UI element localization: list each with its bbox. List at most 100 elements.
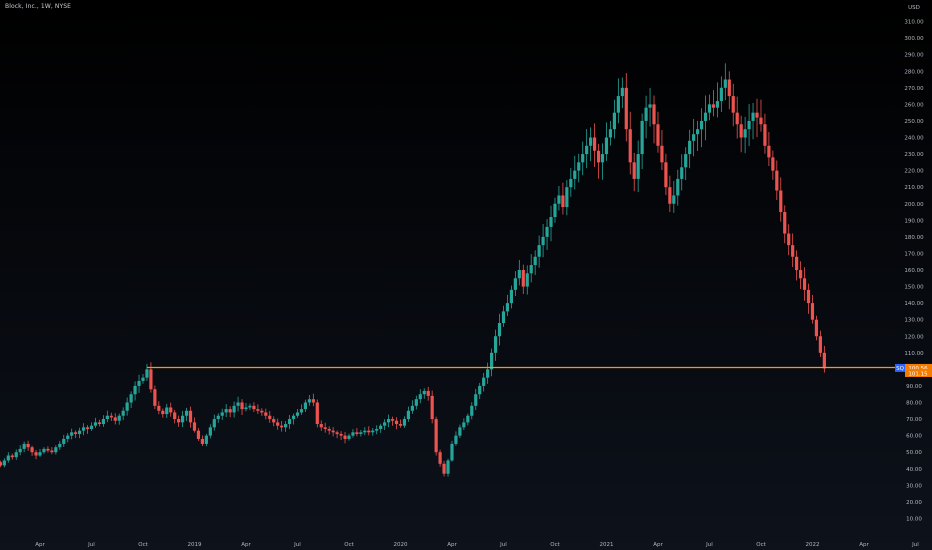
candle-body xyxy=(303,402,308,410)
candle-body xyxy=(767,145,771,158)
candle-body xyxy=(715,101,719,108)
candle-body xyxy=(129,394,133,403)
price-tick-label: 50.00 xyxy=(906,450,922,456)
candle-body xyxy=(612,112,616,130)
candle-body xyxy=(545,226,549,237)
candle-body xyxy=(252,405,256,410)
candle-body xyxy=(335,432,339,434)
candle-body xyxy=(272,419,276,423)
candle-body xyxy=(802,278,807,290)
time-tick-label: Jul xyxy=(499,542,507,548)
time-tick-label: Apr xyxy=(241,542,251,548)
candle-body xyxy=(379,425,383,429)
candle-body xyxy=(42,448,46,453)
candle-body xyxy=(323,427,327,429)
candle-body xyxy=(466,415,470,423)
candle-body xyxy=(299,409,304,413)
candle-body xyxy=(822,352,826,369)
candle-body xyxy=(557,195,561,204)
chart-title: Block, Inc., 1W, NYSE xyxy=(5,3,72,10)
candle-body xyxy=(656,124,660,146)
candle-body xyxy=(616,96,620,113)
time-tick-label: Apr xyxy=(447,542,457,548)
time-tick-label: Oct xyxy=(756,542,766,548)
price-tick-label: 160.00 xyxy=(904,268,924,274)
candle-body xyxy=(125,402,129,411)
time-tick-label: Jul xyxy=(87,542,95,548)
candle-body xyxy=(600,154,605,163)
price-tick-label: 140.00 xyxy=(904,301,924,307)
candle-body xyxy=(458,427,462,436)
candle-body xyxy=(652,104,656,125)
candle-body xyxy=(672,195,676,204)
candle-body xyxy=(442,463,446,474)
candle-body xyxy=(184,410,189,416)
time-tick-label: Oct xyxy=(344,542,354,548)
candle-body xyxy=(141,377,145,381)
candle-body xyxy=(331,430,335,433)
price-tick-label: 220.00 xyxy=(904,169,924,175)
candle-body xyxy=(70,432,74,436)
candle-body xyxy=(157,405,161,411)
candle-body xyxy=(791,245,795,257)
price-tick-label: 10.00 xyxy=(906,516,922,522)
candle-body xyxy=(22,443,26,449)
candle-body xyxy=(489,352,494,370)
candle-body xyxy=(228,409,232,413)
candle-body xyxy=(220,412,224,416)
candle-body xyxy=(34,452,38,456)
candle-body xyxy=(565,187,569,208)
candle-body xyxy=(169,407,173,413)
candle-body xyxy=(149,369,153,390)
axis-currency-label: USD xyxy=(908,5,920,11)
candle-body xyxy=(26,443,30,448)
time-tick-label: Apr xyxy=(859,542,869,548)
candle-body xyxy=(608,129,613,138)
candle-body xyxy=(291,415,296,420)
candle-body xyxy=(521,270,525,287)
time-tick-label: Apr xyxy=(35,542,45,548)
candle-body xyxy=(383,422,387,426)
candle-body xyxy=(101,419,105,425)
time-tick-label: Apr xyxy=(653,542,663,548)
candle-body xyxy=(699,120,704,130)
candle-body xyxy=(212,419,216,428)
candle-body xyxy=(165,407,169,415)
candle-body xyxy=(410,405,414,411)
candle-body xyxy=(414,399,418,406)
candle-body xyxy=(280,425,284,428)
candle-body xyxy=(660,145,664,163)
candle-body xyxy=(628,129,632,163)
candle-body xyxy=(505,303,510,312)
candle-body xyxy=(577,162,581,171)
candle-body xyxy=(719,87,723,102)
candle-body xyxy=(735,112,739,125)
price-tick-label: 230.00 xyxy=(904,152,924,158)
candle-body xyxy=(264,412,268,416)
candle-body xyxy=(295,412,300,416)
candle-body xyxy=(133,385,137,395)
candle-body xyxy=(739,124,743,138)
candle-body xyxy=(806,289,811,304)
time-tick-label: Jul xyxy=(911,542,919,548)
candle-body xyxy=(553,203,557,217)
candle-body xyxy=(248,405,252,408)
candle-body xyxy=(703,112,708,121)
candle-body xyxy=(795,256,799,270)
candle-body xyxy=(402,419,407,426)
candle-body xyxy=(711,104,716,108)
candle-body xyxy=(680,167,684,179)
last-price-badge xyxy=(905,363,932,372)
price-tick-label: 150.00 xyxy=(904,285,924,291)
time-tick-label: Oct xyxy=(138,542,148,548)
candle-body xyxy=(177,419,181,423)
candle-body xyxy=(755,112,759,118)
candle-body xyxy=(85,427,90,429)
candle-body xyxy=(486,369,490,378)
candle-body xyxy=(284,424,288,428)
candle-body xyxy=(50,450,54,453)
candle-body xyxy=(640,120,644,155)
candle-body xyxy=(343,435,347,439)
candle-body xyxy=(450,443,454,461)
